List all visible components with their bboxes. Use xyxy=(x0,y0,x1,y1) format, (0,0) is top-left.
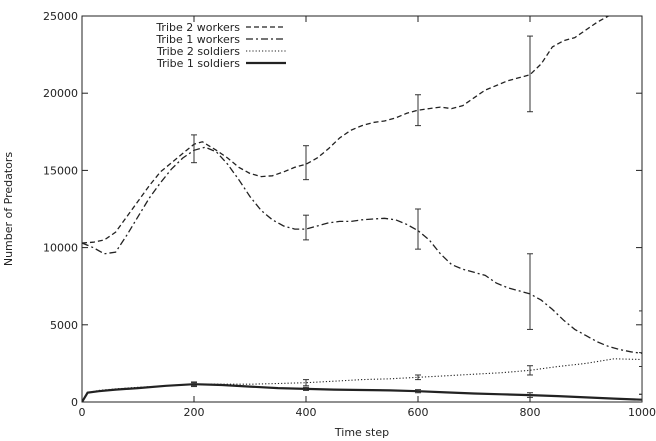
error-bar xyxy=(415,94,421,127)
error-bar xyxy=(639,393,642,402)
series-tribe-2-workers xyxy=(82,16,611,244)
error-bar xyxy=(303,379,309,387)
legend-item: Tribe 1 soldiers xyxy=(156,57,286,70)
plot-frame xyxy=(81,15,643,403)
y-tick-label: 25000 xyxy=(43,10,78,23)
error-bar xyxy=(527,365,533,376)
y-tick-label: 15000 xyxy=(43,164,78,177)
series-line xyxy=(82,146,642,355)
series-tribe-1-soldiers xyxy=(82,382,642,402)
error-bar xyxy=(303,214,309,241)
error-bar xyxy=(639,352,642,367)
y-axis-label: Number of Predators xyxy=(2,152,15,267)
legend-label: Tribe 2 soldiers xyxy=(156,45,240,58)
x-tick-label: 0 xyxy=(79,406,86,419)
error-bar xyxy=(303,145,309,181)
x-tick-label: 600 xyxy=(408,406,429,419)
error-bar xyxy=(415,389,421,394)
series-tribe-2-soldiers xyxy=(82,352,642,402)
y-tick-label: 0 xyxy=(71,396,78,409)
error-bar xyxy=(527,35,533,113)
error-bar xyxy=(303,386,309,391)
legend-label: Tribe 1 soldiers xyxy=(156,57,240,70)
x-tick-label: 200 xyxy=(184,406,205,419)
error-bar xyxy=(415,374,421,381)
legend-label: Tribe 1 workers xyxy=(155,33,240,46)
series-tribe-1-workers xyxy=(82,146,642,395)
series-layer xyxy=(82,16,642,402)
legend-item: Tribe 2 workers xyxy=(155,21,286,34)
legend-item: Tribe 2 soldiers xyxy=(156,45,286,58)
x-tick-label: 1000 xyxy=(628,406,656,419)
axis-ticks: 0 200 400 600 800 100005000100001500020000250… xyxy=(43,10,656,419)
error-bar xyxy=(191,134,197,164)
legend-label: Tribe 2 workers xyxy=(155,21,240,34)
error-bar xyxy=(415,208,421,250)
error-bar xyxy=(191,382,197,387)
y-tick-label: 20000 xyxy=(43,87,78,100)
x-axis-label: Time step xyxy=(334,426,389,439)
x-tick-label: 400 xyxy=(296,406,317,419)
error-bar xyxy=(527,253,533,330)
series-line xyxy=(82,383,642,402)
error-bar xyxy=(527,392,533,398)
y-tick-label: 5000 xyxy=(50,319,78,332)
y-tick-label: 10000 xyxy=(43,242,78,255)
legend-item: Tribe 1 workers xyxy=(155,33,286,46)
x-tick-label: 800 xyxy=(520,406,541,419)
